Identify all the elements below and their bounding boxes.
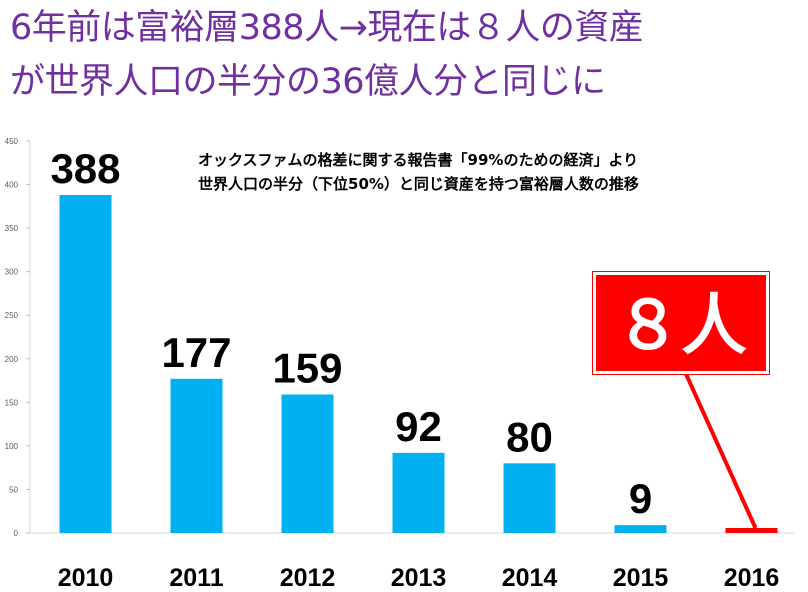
bar-2011 bbox=[170, 378, 223, 533]
y-tick-label: 50 bbox=[9, 485, 18, 494]
y-tick-label: 300 bbox=[5, 268, 19, 277]
x-tick-label-2014: 2014 bbox=[502, 564, 558, 592]
title-line-2: が世界人口の半分の36億人分と同じに bbox=[10, 62, 606, 102]
data-labels-group: 388 177 159 92 80 9 bbox=[50, 145, 652, 522]
data-label-2014: 80 bbox=[506, 413, 553, 460]
y-tick-label: 150 bbox=[5, 398, 19, 407]
y-axis: 0 50 100 150 200 250 300 350 400 450 bbox=[5, 137, 795, 538]
title-line-1: 6年前は富裕層388人→現在は８人の資産 bbox=[10, 8, 644, 48]
x-tick-labels-group: 2010 2011 2012 2013 2014 2015 2016 bbox=[58, 564, 780, 592]
bar-2015 bbox=[614, 525, 667, 533]
callout-line bbox=[684, 373, 758, 529]
subtitle-line-1: オックスファムの格差に関する報告書「99%のための経済」より bbox=[198, 151, 639, 169]
y-tick-label: 200 bbox=[5, 355, 19, 364]
data-label-2010: 388 bbox=[50, 145, 120, 192]
data-label-2012: 159 bbox=[272, 344, 342, 391]
x-tick-label-2013: 2013 bbox=[391, 564, 447, 592]
data-label-2011: 177 bbox=[161, 329, 231, 376]
y-tick-label: 350 bbox=[5, 224, 19, 233]
y-tick-label: 400 bbox=[5, 181, 19, 190]
subtitle-line-2: 世界人口の半分（下位50%）と同じ資産を持つ富裕層人数の推移 bbox=[198, 175, 639, 193]
x-tick-label-2016: 2016 bbox=[724, 564, 780, 592]
data-label-2015: 9 bbox=[629, 475, 652, 522]
callout-box: ８人 bbox=[592, 271, 770, 375]
y-tick-label: 0 bbox=[14, 529, 19, 538]
y-tick-label: 100 bbox=[5, 442, 19, 451]
data-label-2013: 92 bbox=[395, 403, 442, 450]
bar-2012 bbox=[281, 394, 334, 533]
bar-2016 bbox=[725, 528, 778, 533]
bar-2014 bbox=[503, 463, 556, 533]
y-tick-label: 250 bbox=[5, 311, 19, 320]
y-tick-label: 450 bbox=[5, 137, 19, 146]
x-tick-label-2011: 2011 bbox=[169, 564, 223, 592]
bar-2013 bbox=[392, 452, 445, 533]
x-tick-label-2015: 2015 bbox=[613, 564, 669, 592]
x-tick-label-2012: 2012 bbox=[280, 564, 336, 592]
x-tick-label-2010: 2010 bbox=[58, 564, 114, 592]
bars-group bbox=[59, 195, 778, 533]
bar-2010 bbox=[59, 195, 112, 533]
callout-pointer bbox=[684, 373, 758, 529]
